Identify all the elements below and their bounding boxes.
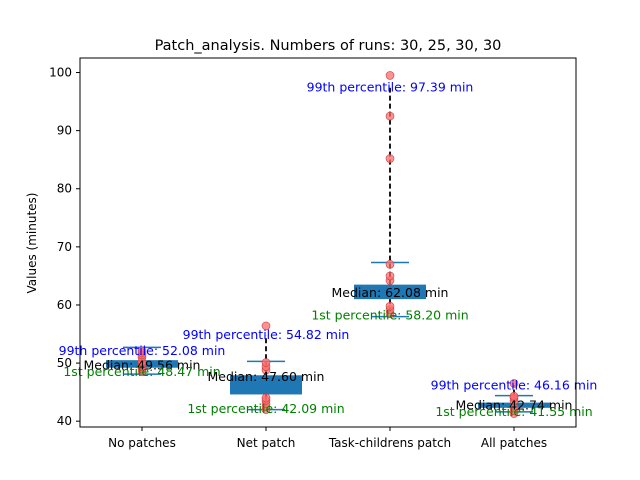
median-label: Median: 42.74 min <box>456 397 573 412</box>
y-tick-label: 80 <box>57 182 72 196</box>
p99-label: 99th percentile: 52.08 min <box>59 343 226 358</box>
axes-frame <box>79 57 577 428</box>
x-tick-label: All patches <box>481 436 547 450</box>
chart-title: Patch_analysis. Numbers of runs: 30, 25,… <box>155 38 502 54</box>
data-point <box>261 393 271 403</box>
data-point <box>137 346 147 356</box>
data-point <box>385 301 395 311</box>
p99-label: 99th percentile: 97.39 min <box>307 80 474 95</box>
p99-label: 99th percentile: 54.82 min <box>183 327 350 342</box>
y-tick-label: 70 <box>57 240 72 254</box>
y-tick-label: 90 <box>57 124 72 138</box>
iqr-box <box>230 375 302 395</box>
data-point <box>385 271 395 281</box>
y-tick-label: 60 <box>57 298 72 312</box>
data-point <box>385 111 395 121</box>
p1-label: 1st percentile: 58.20 min <box>311 307 468 322</box>
data-point <box>261 321 271 331</box>
data-point <box>261 358 271 367</box>
y-tick-label: 40 <box>57 414 72 428</box>
median-label: Median: 49.56 min <box>84 358 201 373</box>
p1-label: 1st percentile: 42.09 min <box>187 401 344 416</box>
y-tick-label: 100 <box>49 66 72 80</box>
median-label: Median: 47.60 min <box>208 369 325 384</box>
data-point <box>509 379 519 388</box>
data-point <box>509 391 519 401</box>
p99-label: 99th percentile: 46.16 min <box>431 377 598 392</box>
p1-label: 1st percentile: 41.55 min <box>435 404 592 419</box>
y-axis-label: Values (minutes) <box>25 193 39 294</box>
y-tick-label: 50 <box>57 356 72 370</box>
median-label: Median: 62.08 min <box>332 285 449 300</box>
x-tick-label: Task-childrens patch <box>328 436 451 450</box>
iqr-box <box>354 284 426 300</box>
data-point <box>385 154 395 163</box>
p1-label: 1st percentile: 48.47 min <box>63 364 220 379</box>
x-tick-label: No patches <box>108 436 176 450</box>
x-tick-label: Net patch <box>237 436 296 450</box>
data-point <box>385 71 395 80</box>
data-point <box>385 259 395 269</box>
